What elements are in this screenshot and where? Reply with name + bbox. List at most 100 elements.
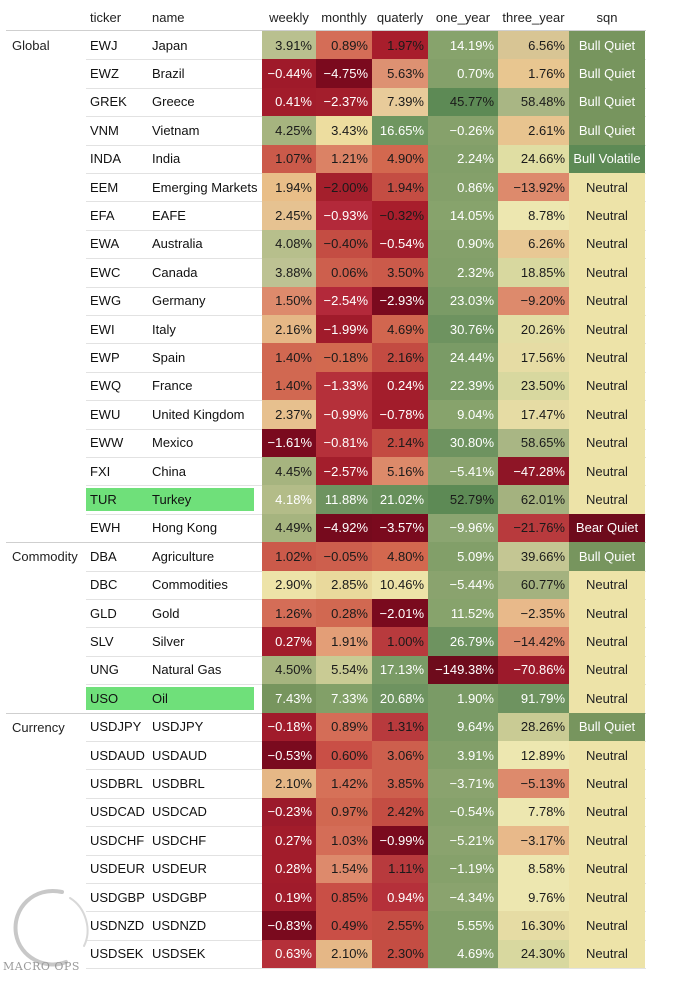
three-year-cell[interactable]: −47.28%	[498, 457, 569, 486]
sqn-cell[interactable]: Neutral	[569, 400, 645, 429]
quaterly-cell[interactable]: 4.80%	[372, 542, 428, 571]
weekly-cell[interactable]: 0.19%	[262, 883, 316, 912]
weekly-cell[interactable]: 0.28%	[262, 854, 316, 883]
monthly-cell[interactable]: 0.49%	[316, 911, 372, 940]
column-header-quaterly[interactable]: quaterly	[376, 9, 424, 25]
weekly-cell[interactable]: −0.44%	[262, 59, 316, 88]
ticker-cell[interactable]: USDCAD	[90, 804, 145, 820]
monthly-cell[interactable]: 7.33%	[316, 684, 372, 713]
column-header-monthly[interactable]: monthly	[321, 9, 367, 25]
weekly-cell[interactable]: 1.50%	[262, 286, 316, 315]
three-year-cell[interactable]: −3.17%	[498, 826, 569, 855]
one-year-cell[interactable]: 2.24%	[428, 144, 498, 173]
name-cell[interactable]: Spain	[152, 350, 186, 366]
name-cell[interactable]: Commodities	[152, 577, 228, 593]
weekly-cell[interactable]: 1.26%	[262, 599, 316, 628]
three-year-cell[interactable]: 9.76%	[498, 883, 569, 912]
one-year-cell[interactable]: −5.21%	[428, 826, 498, 855]
weekly-cell[interactable]: −1.61%	[262, 428, 316, 457]
sqn-cell[interactable]: Neutral	[569, 343, 645, 372]
sqn-cell[interactable]: Bull Volatile	[569, 144, 645, 173]
weekly-cell[interactable]: −0.83%	[262, 911, 316, 940]
weekly-cell[interactable]: 0.27%	[262, 826, 316, 855]
quaterly-cell[interactable]: 5.63%	[372, 59, 428, 88]
one-year-cell[interactable]: 0.90%	[428, 229, 498, 259]
one-year-cell[interactable]: 24.44%	[428, 343, 498, 372]
quaterly-cell[interactable]: 0.24%	[372, 371, 428, 401]
name-cell[interactable]: Agriculture	[152, 548, 215, 564]
monthly-cell[interactable]: −0.93%	[316, 201, 372, 230]
name-cell[interactable]: Japan	[152, 37, 188, 53]
sqn-cell[interactable]: Bull Quiet	[569, 116, 645, 145]
sqn-cell[interactable]: Neutral	[569, 457, 645, 486]
monthly-cell[interactable]: −4.75%	[316, 59, 372, 88]
one-year-cell[interactable]: 52.79%	[428, 485, 498, 514]
ticker-cell[interactable]: GLD	[90, 605, 117, 621]
monthly-cell[interactable]: −2.57%	[316, 457, 372, 486]
sqn-cell[interactable]: Neutral	[569, 570, 645, 599]
quaterly-cell[interactable]: 10.46%	[372, 570, 428, 599]
sqn-cell[interactable]: Neutral	[569, 769, 645, 798]
one-year-cell[interactable]: 0.70%	[428, 59, 498, 88]
ticker-cell[interactable]: USDCHF	[90, 832, 145, 848]
quaterly-cell[interactable]: 2.30%	[372, 939, 428, 969]
sqn-cell[interactable]: Bull Quiet	[569, 59, 645, 88]
monthly-cell[interactable]: 0.89%	[316, 712, 372, 741]
monthly-cell[interactable]: 0.89%	[316, 31, 372, 60]
weekly-cell[interactable]: 0.63%	[262, 939, 316, 969]
weekly-cell[interactable]: 2.37%	[262, 400, 316, 429]
monthly-cell[interactable]: 0.06%	[316, 258, 372, 287]
one-year-cell[interactable]: 0.86%	[428, 173, 498, 202]
name-cell[interactable]: Italy	[152, 321, 176, 337]
ticker-cell[interactable]: EWZ	[90, 66, 119, 82]
three-year-cell[interactable]: 12.89%	[498, 741, 569, 770]
ticker-cell[interactable]: GREK	[90, 94, 127, 110]
one-year-cell[interactable]: 5.09%	[428, 542, 498, 571]
weekly-cell[interactable]: −0.23%	[262, 797, 316, 827]
name-cell[interactable]: United Kingdom	[152, 406, 245, 422]
ticker-cell[interactable]: EWU	[90, 406, 121, 422]
three-year-cell[interactable]: −14.42%	[498, 627, 569, 656]
three-year-cell[interactable]: −9.20%	[498, 286, 569, 315]
one-year-cell[interactable]: −1.19%	[428, 854, 498, 883]
three-year-cell[interactable]: 58.48%	[498, 87, 569, 117]
three-year-cell[interactable]: 8.78%	[498, 201, 569, 230]
name-cell[interactable]: Germany	[152, 293, 206, 309]
monthly-cell[interactable]: 1.03%	[316, 826, 372, 855]
monthly-cell[interactable]: 3.43%	[316, 116, 372, 145]
one-year-cell[interactable]: 4.69%	[428, 939, 498, 969]
monthly-cell[interactable]: −1.33%	[316, 371, 372, 401]
name-cell[interactable]: Gold	[152, 605, 180, 621]
three-year-cell[interactable]: −13.92%	[498, 173, 569, 202]
three-year-cell[interactable]: 18.85%	[498, 258, 569, 287]
weekly-cell[interactable]: 4.45%	[262, 457, 316, 486]
quaterly-cell[interactable]: 0.94%	[372, 883, 428, 912]
name-cell[interactable]: EAFE	[152, 208, 186, 224]
three-year-cell[interactable]: 2.61%	[498, 116, 569, 145]
quaterly-cell[interactable]: 2.14%	[372, 428, 428, 457]
quaterly-cell[interactable]: 7.39%	[372, 87, 428, 117]
sqn-cell[interactable]: Neutral	[569, 286, 645, 315]
weekly-cell[interactable]: 0.41%	[262, 87, 316, 117]
monthly-cell[interactable]: 5.54%	[316, 655, 372, 685]
quaterly-cell[interactable]: 5.16%	[372, 457, 428, 486]
monthly-cell[interactable]: −2.37%	[316, 87, 372, 117]
name-cell[interactable]: Oil	[152, 690, 168, 706]
ticker-cell[interactable]: EWQ	[90, 378, 122, 394]
sqn-cell[interactable]: Neutral	[569, 485, 645, 514]
name-cell[interactable]: China	[152, 463, 186, 479]
quaterly-cell[interactable]: −2.01%	[372, 599, 428, 628]
column-header-sqn[interactable]: sqn	[596, 9, 618, 25]
ticker-cell[interactable]: TUR	[90, 492, 117, 508]
name-cell[interactable]: Greece	[152, 94, 195, 110]
ticker-cell[interactable]: INDA	[90, 151, 122, 167]
three-year-cell[interactable]: 20.26%	[498, 315, 569, 344]
three-year-cell[interactable]: 24.30%	[498, 939, 569, 969]
one-year-cell[interactable]: 14.19%	[428, 31, 498, 60]
weekly-cell[interactable]: 4.49%	[262, 513, 316, 543]
one-year-cell[interactable]: −4.34%	[428, 883, 498, 912]
three-year-cell[interactable]: 91.79%	[498, 684, 569, 713]
weekly-cell[interactable]: 0.27%	[262, 627, 316, 656]
quaterly-cell[interactable]: 4.69%	[372, 315, 428, 344]
column-header-ticker[interactable]: ticker	[90, 9, 122, 25]
